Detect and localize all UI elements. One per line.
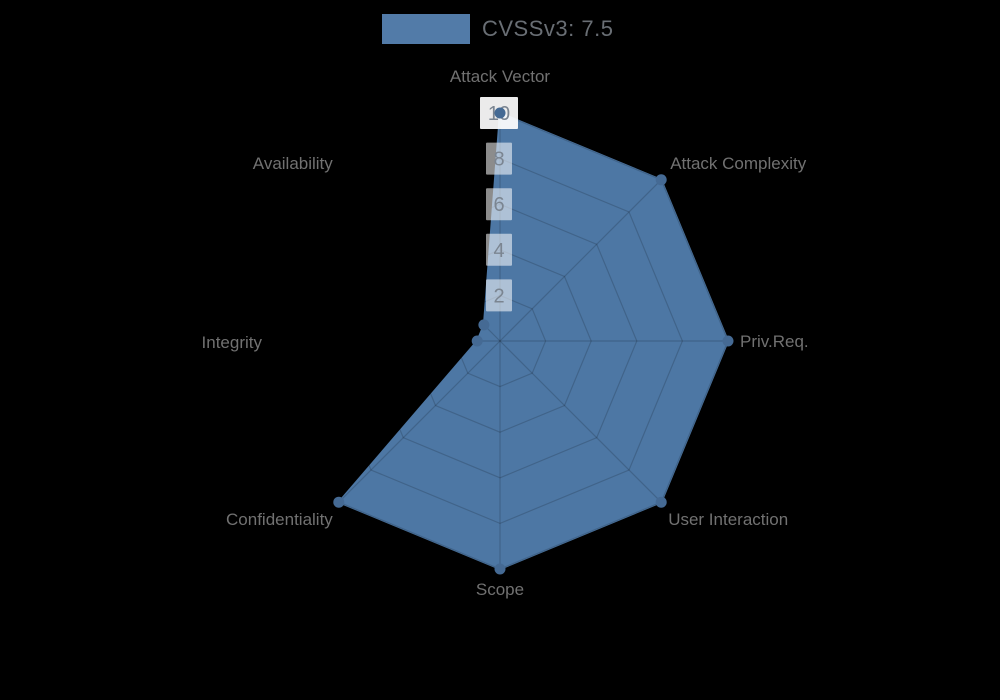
- axis-label-integrity: Integrity: [202, 333, 263, 352]
- data-point-marker: [494, 107, 506, 119]
- data-point-marker: [722, 335, 734, 347]
- grid-spoke: [499, 340, 662, 503]
- axis-label-availability: Availability: [253, 154, 334, 173]
- tick-label: 2: [493, 285, 504, 307]
- tick-box: [486, 233, 512, 266]
- grid-spoke: [499, 179, 662, 342]
- tick-label: 6: [493, 194, 504, 216]
- data-point-marker: [333, 496, 345, 508]
- data-markers: [333, 107, 734, 575]
- grid-ring: [408, 249, 592, 433]
- axis-label-scope: Scope: [476, 580, 524, 599]
- data-point-marker: [478, 319, 490, 331]
- data-point-marker: [471, 335, 483, 347]
- grid-ring: [316, 157, 684, 525]
- legend[interactable]: CVSSv3: 7.5: [382, 14, 613, 44]
- tick-box: [486, 188, 512, 221]
- data-point-marker: [655, 174, 667, 186]
- axis-label-user-interaction: User Interaction: [668, 510, 788, 529]
- grid-spoke: [338, 340, 501, 503]
- axis-label-priv-req: Priv.Req.: [740, 332, 809, 351]
- legend-label: CVSSv3: 7.5: [482, 16, 614, 41]
- axis-label-attack-vector: Attack Vector: [450, 67, 550, 86]
- data-point-marker: [494, 563, 506, 575]
- grid-ring: [362, 203, 638, 479]
- tick-box: [486, 279, 512, 312]
- axis-label-attack-complexity: Attack Complexity: [670, 154, 807, 173]
- data-point-marker: [655, 496, 667, 508]
- grid-ring: [453, 294, 547, 388]
- grid-web: [271, 112, 729, 570]
- grid-spoke: [338, 179, 501, 342]
- radial-ticks: 246810: [480, 97, 518, 312]
- tick-label: 4: [493, 240, 504, 262]
- tick-label: 8: [493, 149, 504, 171]
- legend-swatch[interactable]: [382, 14, 470, 44]
- axis-labels: Attack Vector Attack Complexity Priv.Req. U…: [202, 67, 809, 599]
- tick-box: [486, 142, 512, 175]
- axis-label-confidentiality: Confidentiality: [226, 510, 333, 529]
